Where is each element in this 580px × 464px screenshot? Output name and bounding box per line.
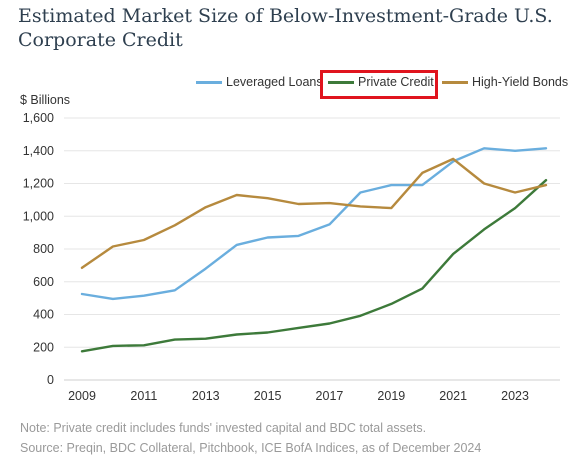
y-tick-label: 400 (33, 308, 54, 322)
series-lines (80, 147, 548, 353)
y-axis-ticks: 0 200 400 600 800 1,000 1,200 1,400 1,600 (23, 111, 54, 387)
y-tick-label: 1,600 (23, 111, 54, 125)
x-tick-label: 2011 (130, 389, 157, 403)
legend-item-private-credit: Private Credit (328, 75, 434, 89)
series-line-high-yield-bonds (80, 157, 548, 269)
chart-title-line-1: Estimated Market Size of Below-Investmen… (18, 5, 553, 27)
footnotes: Note: Private credit includes funds' inv… (20, 418, 481, 458)
x-tick-label: 2021 (439, 389, 467, 403)
private-credit-highlight-box (320, 70, 438, 99)
x-tick-label: 2013 (192, 389, 220, 403)
source-text: Source: Preqin, BDC Collateral, Pitchboo… (20, 441, 482, 455)
x-tick-label: 2015 (254, 389, 282, 403)
legend-swatch-leveraged-loans (196, 80, 222, 84)
y-tick-label: 0 (47, 373, 54, 387)
legend-item-high-yield-bonds: High-Yield Bonds (442, 75, 568, 89)
y-tick-label: 1,000 (23, 209, 54, 223)
note-text: Note: Private credit includes funds' inv… (20, 421, 427, 435)
x-axis-ticks: 2009 2011 2013 2015 2017 2019 2021 2023 (68, 389, 529, 403)
x-tick-label: 2019 (377, 389, 405, 403)
series-line-private-credit (80, 178, 548, 353)
legend-label-high-yield-bonds: High-Yield Bonds (472, 75, 569, 89)
x-tick-label: 2009 (68, 389, 96, 403)
y-tick-label: 200 (33, 340, 54, 354)
gridlines (64, 117, 560, 381)
y-tick-label: 800 (33, 242, 54, 256)
series-line-leveraged-loans (80, 147, 548, 301)
y-tick-label: 1,200 (23, 177, 54, 191)
legend-swatch-high-yield-bonds (442, 80, 468, 84)
legend-item-leveraged-loans: Leveraged Loans (196, 75, 323, 89)
chart-title: Estimated Market Size of Below-Investmen… (18, 4, 563, 52)
x-tick-label: 2017 (316, 389, 344, 403)
legend-label-private-credit: Private Credit (358, 75, 434, 89)
y-axis-label: $ Billions (20, 93, 70, 107)
y-tick-label: 600 (33, 275, 54, 289)
chart-title-line-2: Corporate Credit (18, 29, 183, 51)
legend-label-leveraged-loans: Leveraged Loans (226, 75, 323, 89)
y-tick-label: 1,400 (23, 144, 54, 158)
legend-swatch-private-credit (328, 80, 354, 84)
x-tick-label: 2023 (501, 389, 529, 403)
